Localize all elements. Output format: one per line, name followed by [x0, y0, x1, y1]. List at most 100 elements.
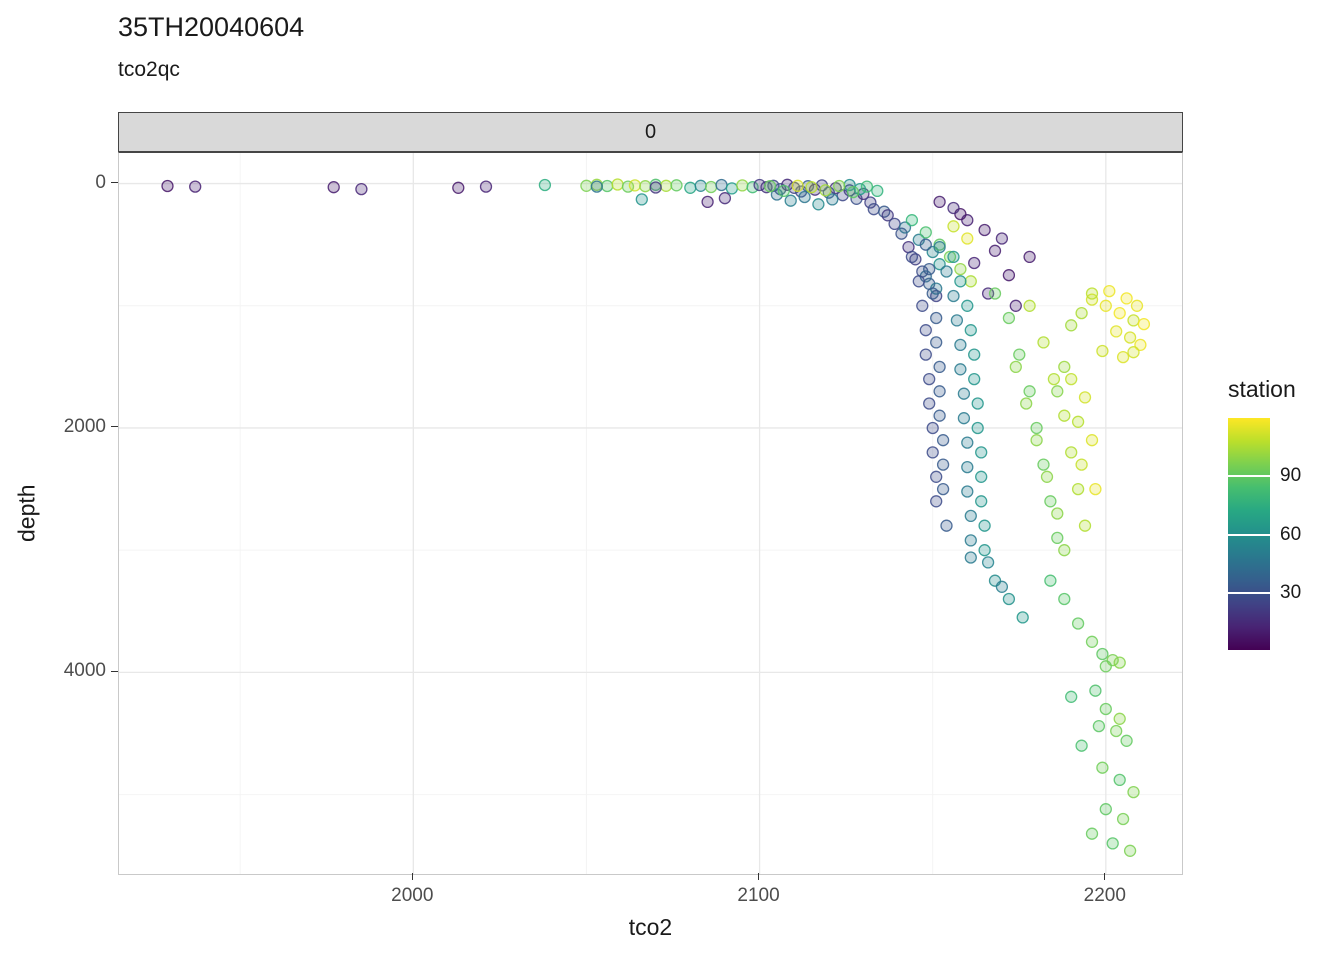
data-point: [659, 179, 673, 192]
data-point: [1058, 592, 1071, 606]
data-point: [1044, 574, 1057, 587]
data-point: [926, 421, 939, 435]
data-point: [1085, 635, 1099, 648]
plot-panel-svg: [119, 153, 1182, 874]
data-point: [940, 265, 953, 278]
facet-strip: 0: [118, 112, 1183, 152]
data-point: [1023, 299, 1036, 312]
x-tick-mark: [758, 873, 760, 880]
legend-tick-label: 90: [1280, 465, 1302, 487]
data-point: [826, 193, 839, 206]
data-point: [1103, 284, 1116, 298]
data-point: [950, 314, 964, 327]
data-point: [933, 360, 946, 374]
data-point: [1113, 712, 1126, 725]
data-point: [1023, 385, 1036, 398]
data-point: [833, 179, 846, 193]
data-point: [1058, 360, 1071, 374]
data-point: [961, 485, 974, 498]
data-point: [923, 262, 936, 276]
data-point: [1051, 385, 1064, 398]
data-point: [718, 192, 732, 205]
data-point: [763, 180, 777, 193]
x-tick-label: 2000: [391, 885, 434, 906]
data-point: [1120, 292, 1133, 305]
data-point: [1096, 344, 1109, 358]
data-point: [1002, 269, 1016, 282]
data-point: [961, 299, 974, 312]
data-point: [694, 179, 707, 192]
data-point: [1002, 592, 1016, 606]
data-point: [798, 190, 811, 204]
data-point: [611, 178, 624, 191]
data-point: [1096, 647, 1109, 661]
data-point: [1113, 656, 1126, 669]
data-point: [954, 275, 967, 288]
data-point: [930, 336, 943, 349]
data-point: [919, 348, 932, 361]
data-point: [961, 436, 974, 449]
y-tick-mark: [111, 182, 118, 184]
data-point: [940, 519, 953, 532]
data-point: [479, 180, 493, 193]
data-point: [1123, 844, 1137, 857]
x-tick-mark: [411, 873, 413, 880]
y-tick-label: 2000: [63, 415, 106, 437]
data-point: [853, 182, 867, 196]
data-point: [964, 275, 977, 288]
plot-title: 35TH20040604: [118, 12, 305, 42]
data-point: [930, 311, 943, 325]
data-point: [1099, 702, 1112, 716]
data-point: [895, 227, 908, 240]
y-tick-label: 0: [95, 171, 106, 193]
data-point: [968, 256, 981, 270]
data-point: [846, 185, 860, 199]
data-point: [988, 287, 1002, 300]
y-tick-label: 4000: [63, 660, 106, 682]
data-point: [628, 179, 642, 192]
data-point: [452, 181, 465, 194]
y-axis-title: depth: [13, 484, 40, 543]
data-point: [635, 193, 648, 206]
data-point: [1110, 325, 1123, 338]
data-point: [961, 232, 974, 245]
data-point: [871, 184, 884, 198]
data-point: [1127, 314, 1140, 327]
data-point: [1092, 719, 1106, 733]
data-point: [957, 387, 971, 400]
data-point: [590, 180, 603, 193]
data-point: [971, 421, 984, 435]
data-point: [898, 221, 912, 234]
data-point: [791, 179, 804, 192]
data-point: [770, 188, 784, 201]
data-point: [1123, 331, 1137, 344]
data-point: [1075, 306, 1088, 320]
data-point: [1127, 785, 1140, 799]
data-point: [936, 482, 950, 496]
data-point: [1113, 773, 1126, 787]
data-point: [1023, 250, 1036, 264]
legend-tick-mark: [1228, 475, 1270, 478]
data-point: [1009, 299, 1022, 312]
data-point: [919, 226, 932, 239]
data-point: [926, 446, 939, 459]
legend-title: station: [1228, 376, 1296, 402]
data-point: [905, 250, 919, 264]
data-point: [1030, 434, 1043, 447]
data-point: [1130, 299, 1144, 312]
data-point: [684, 181, 697, 194]
data-point: [933, 409, 946, 422]
data-point: [601, 179, 614, 193]
data-point: [930, 495, 943, 508]
data-point: [1020, 397, 1033, 410]
data-point: [975, 446, 988, 459]
data-point: [1013, 348, 1026, 361]
data-point: [805, 181, 818, 194]
data-point: [1134, 338, 1147, 352]
data-point: [784, 194, 797, 207]
data-point: [1116, 350, 1130, 364]
data-point: [995, 232, 1009, 245]
data-point: [964, 509, 977, 523]
data-point: [580, 179, 593, 192]
data-point: [947, 201, 960, 215]
